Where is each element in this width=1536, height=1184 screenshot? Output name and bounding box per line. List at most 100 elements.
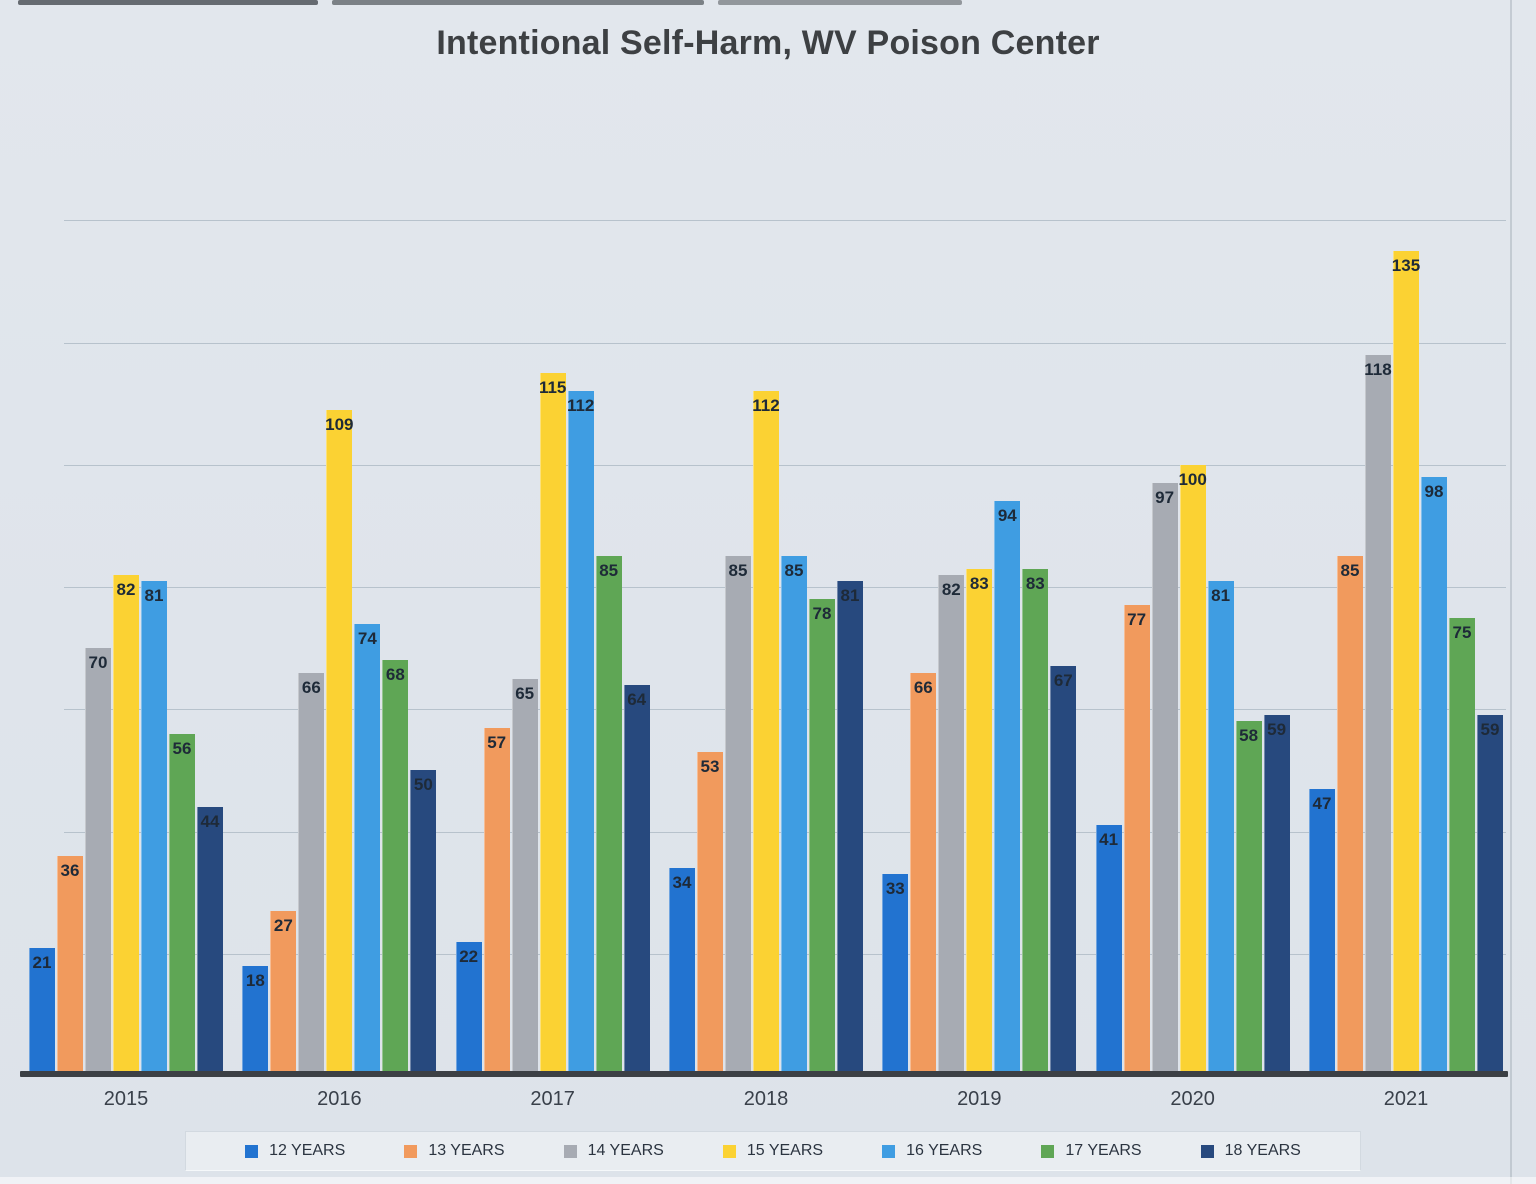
bar-value-label: 64 xyxy=(627,689,647,709)
bar-2016-18-years: 50 xyxy=(410,770,437,1076)
bar-value-label: 56 xyxy=(172,738,192,758)
x-axis-label-2017: 2017 xyxy=(530,1088,575,1110)
legend-swatch xyxy=(245,1144,259,1158)
bar-value-label: 22 xyxy=(459,946,479,966)
bar-value-label: 67 xyxy=(1053,671,1073,691)
bar-value-label: 74 xyxy=(357,628,377,648)
bar-value-label: 57 xyxy=(487,732,507,752)
bar-2019-12-years: 33 xyxy=(882,874,909,1076)
bar-value-label: 59 xyxy=(1267,720,1287,740)
gridline xyxy=(64,342,1506,344)
bar-value-label: 70 xyxy=(88,653,108,673)
scan-artifact-edge xyxy=(0,1177,1536,1184)
legend-swatch xyxy=(722,1144,736,1158)
bar-value-label: 18 xyxy=(245,970,265,990)
x-axis-label-2020: 2020 xyxy=(1170,1088,1215,1110)
bar-value-label: 50 xyxy=(413,775,433,795)
bar-2020-13-years: 77 xyxy=(1123,605,1150,1076)
bar-group-2016: 18 27 66 109 74 68 50 xyxy=(242,98,437,1076)
bar-value-label: 34 xyxy=(672,873,692,893)
bar-value-label: 75 xyxy=(1452,622,1472,642)
bar-value-label: 58 xyxy=(1239,726,1259,746)
bar-2020-12-years: 41 xyxy=(1095,825,1122,1076)
plot-area: 21 36 70 82 81 56 44 18 27 66 109 74 68 50 22 57 65 115 11… xyxy=(0,98,1536,1076)
legend-item-12-years: 12 YEARS xyxy=(245,1142,345,1160)
bar-2018-12-years: 34 xyxy=(668,868,695,1076)
bar-value-label: 115 xyxy=(538,378,567,398)
bar-2017-14-years: 65 xyxy=(511,678,538,1076)
bar-2018-18-years: 81 xyxy=(836,580,863,1076)
x-axis-line xyxy=(20,1071,1508,1077)
bar-2021-12-years: 47 xyxy=(1308,788,1335,1076)
bar-value-label: 94 xyxy=(997,506,1017,526)
bar-group-2021: 47 85 118 135 98 75 59 xyxy=(1308,98,1503,1076)
bar-value-label: 98 xyxy=(1424,481,1444,501)
bar-group-2017: 22 57 65 115 112 85 64 xyxy=(455,98,650,1076)
bar-value-label: 112 xyxy=(566,396,595,416)
bar-2016-13-years: 27 xyxy=(270,910,297,1076)
bar-value-label: 66 xyxy=(301,677,321,697)
bar-2019-17-years: 83 xyxy=(1022,568,1049,1076)
legend-swatch xyxy=(882,1144,896,1158)
bar-2020-14-years: 97 xyxy=(1151,483,1178,1076)
legend-item-17-years: 17 YEARS xyxy=(1041,1142,1142,1160)
bar-value-label: 59 xyxy=(1480,720,1500,740)
x-axis-label-2018: 2018 xyxy=(743,1088,789,1110)
bar-2021-16-years: 98 xyxy=(1420,476,1447,1076)
bar-value-label: 81 xyxy=(840,585,860,605)
legend-label: 14 YEARS xyxy=(587,1142,664,1159)
legend-item-15-years: 15 YEARS xyxy=(722,1142,823,1160)
bar-group-2020: 41 77 97 100 81 58 59 xyxy=(1095,98,1290,1076)
legend-item-18-years: 18 YEARS xyxy=(1200,1142,1301,1160)
bar-2016-12-years: 18 xyxy=(242,965,269,1076)
bar-value-label: 81 xyxy=(144,585,164,605)
bar-value-label: 118 xyxy=(1364,359,1392,379)
scan-artifact-line xyxy=(718,0,962,5)
legend-label: 16 YEARS xyxy=(906,1142,983,1159)
bar-value-label: 66 xyxy=(913,677,933,697)
bar-2019-18-years: 67 xyxy=(1050,666,1077,1076)
bar-2016-14-years: 66 xyxy=(298,672,325,1076)
bar-2021-13-years: 85 xyxy=(1336,556,1363,1076)
legend-swatch xyxy=(1041,1144,1055,1158)
bar-2018-17-years: 78 xyxy=(808,599,835,1076)
legend: 12 YEARS 13 YEARS 14 YEARS 15 YEARS 16 YEARS… xyxy=(185,1131,1361,1171)
bar-value-label: 83 xyxy=(969,573,989,593)
bar-value-label: 85 xyxy=(728,561,748,581)
bar-2016-17-years: 68 xyxy=(382,660,409,1076)
bar-value-label: 33 xyxy=(885,879,905,899)
bar-value-label: 100 xyxy=(1178,469,1207,489)
bar-value-label: 85 xyxy=(784,561,804,581)
legend-label: 12 YEARS xyxy=(269,1142,346,1159)
chart-title: Intentional Self-Harm, WV Poison Center xyxy=(436,24,1100,62)
bar-2015-15-years: 82 xyxy=(113,574,139,1076)
gridline xyxy=(64,220,1506,222)
bar-2017-13-years: 57 xyxy=(483,727,510,1076)
bar-value-label: 78 xyxy=(812,604,832,624)
bar-value-label: 36 xyxy=(60,860,80,880)
legend-label: 13 YEARS xyxy=(428,1142,505,1159)
bar-value-label: 135 xyxy=(1391,255,1421,275)
bar-2017-16-years: 112 xyxy=(566,391,595,1076)
legend-swatch xyxy=(1200,1144,1214,1158)
bar-2015-13-years: 36 xyxy=(57,855,83,1076)
bar-2019-16-years: 94 xyxy=(994,501,1021,1076)
bar-2017-18-years: 64 xyxy=(623,684,650,1076)
bar-2017-17-years: 85 xyxy=(595,556,622,1076)
legend-item-13-years: 13 YEARS xyxy=(404,1142,505,1160)
bar-2015-18-years: 44 xyxy=(197,807,223,1076)
bar-2017-12-years: 22 xyxy=(455,941,482,1076)
bar-2020-17-years: 58 xyxy=(1235,721,1262,1076)
bar-2018-14-years: 85 xyxy=(724,556,751,1076)
bar-group-2018: 34 53 85 112 85 78 81 xyxy=(668,98,863,1076)
bar-value-label: 83 xyxy=(1025,573,1045,593)
bar-value-label: 81 xyxy=(1211,585,1231,605)
bar-2019-14-years: 82 xyxy=(938,574,965,1076)
bar-value-label: 112 xyxy=(752,396,780,416)
bar-value-label: 65 xyxy=(515,683,535,703)
bar-value-label: 82 xyxy=(116,579,136,599)
bar-2021-18-years: 59 xyxy=(1476,715,1503,1076)
scan-artifact-line xyxy=(18,0,318,5)
bar-2020-16-years: 81 xyxy=(1207,580,1234,1076)
bar-2019-15-years: 83 xyxy=(966,568,993,1076)
